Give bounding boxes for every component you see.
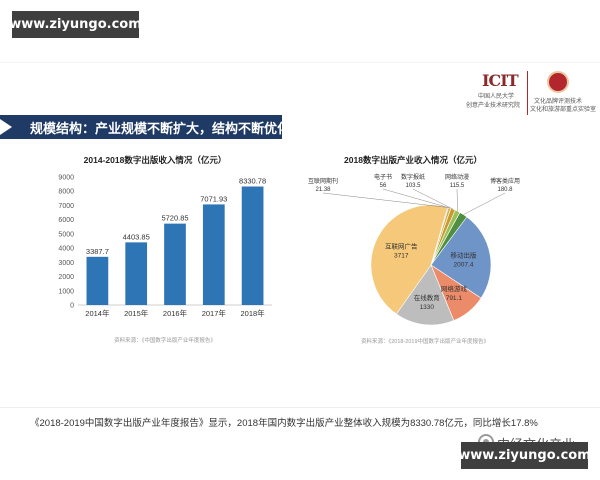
- watermark-top: www.ziyungo.com: [9, 11, 142, 38]
- pie-slice-value: 21.38: [315, 187, 331, 193]
- bar-category-label: 2015年: [124, 308, 149, 318]
- pie-slice-label: 移动出版: [451, 250, 478, 259]
- pie-leader-line: [463, 192, 506, 215]
- pie-chart-title: 2018数字出版产业收入情况（亿元）: [344, 155, 482, 165]
- pie-slice-label: 博客类应用: [490, 177, 520, 185]
- pie-slice-在线教育: [395, 264, 455, 326]
- title-arrow-shape: [0, 119, 12, 135]
- bar-value-label: 5720.85: [161, 214, 188, 223]
- bar-2018年: [241, 186, 264, 305]
- pie-leader-line: [382, 188, 450, 209]
- pie-slice-label: 互联网广告: [385, 242, 418, 251]
- slide-caption: 《2018-2019中国数字出版产业年度报告》显示，2018年国内数字出版产业整…: [30, 418, 538, 429]
- bar-category-label: 2017年: [202, 308, 227, 318]
- bar-2015年: [125, 242, 148, 305]
- presentation-slide: 规模结构：产业规模不断扩大，结构不断优化 ICIT 中国人民大学 创意产业技术研…: [0, 62, 600, 452]
- pie-slice-value: 180.8: [497, 187, 513, 193]
- bar-y-tick-label: 5000: [58, 231, 74, 238]
- slide-title-bar: [0, 115, 282, 139]
- bar-category-label: 2014年: [85, 308, 110, 318]
- pie-slice-移动出版: [430, 216, 492, 299]
- bar-category-label: 2018年: [241, 308, 266, 318]
- pie-slice-value: 1330: [420, 304, 435, 311]
- bar-value-label: 8330.78: [239, 177, 266, 186]
- pie-slice-value: 3717: [394, 253, 409, 260]
- pie-chart: 2018数字出版产业收入情况（亿元） 互联网广告 3717 在线教育 1330 网络游戏…: [308, 155, 520, 345]
- icit-logo-line2: 创意产业技术研究院: [466, 103, 521, 109]
- bar-2014年: [86, 256, 109, 305]
- bar-value-label: 3387.7: [86, 247, 109, 256]
- pie-slice-label: 网络动漫: [445, 173, 469, 181]
- pie-leader-line: [456, 188, 458, 212]
- slide-title: 规模结构：产业规模不断扩大，结构不断优化: [30, 121, 291, 136]
- lab-seal-icon: [547, 71, 569, 93]
- bar-value-label: 4403.85: [123, 232, 150, 241]
- bar-2017年: [202, 204, 225, 305]
- bar-chart: 2014-2018数字出版收入情况（亿元） 0 1000 2000 3000 4000 5…: [58, 155, 272, 344]
- pie-slice-value: 103.5: [405, 183, 421, 189]
- pie-leader-line: [412, 188, 454, 210]
- watermark-bottom: www.ziyungo.com: [458, 442, 591, 469]
- bar-category-label: 2016年: [163, 308, 188, 318]
- bar-chart-source: 资料来源：《中国数字出版产业年度报告》: [114, 336, 216, 344]
- icit-logo: ICIT: [482, 71, 519, 90]
- pie-leader-line: [322, 192, 449, 208]
- pie-slice-value: 56: [380, 183, 387, 189]
- logo-divider: [527, 71, 528, 115]
- bar-value-label: 7071.93: [200, 194, 227, 203]
- icit-logo-line1: 中国人民大学: [478, 94, 515, 100]
- bar-y-tick-label: 2000: [58, 274, 74, 281]
- lab-logo-line2: 文化和旅游部重点实验室: [530, 107, 597, 113]
- pie-slice-value: 791.1: [446, 295, 463, 302]
- bar-y-tick-label: 4000: [58, 246, 74, 253]
- pie-slice-label: 电子书: [374, 173, 392, 181]
- pie-slice-label: 在线教育: [414, 293, 441, 302]
- bar-y-tick-label: 6000: [58, 217, 74, 224]
- bar-chart-axis: 0 1000 2000 3000 4000 5000 6000 7000 8000 9000: [58, 175, 272, 310]
- bar-y-tick-label: 8000: [58, 189, 74, 196]
- pie-slice-博客类应用: [430, 212, 468, 266]
- bar-y-tick-label: 9000: [58, 175, 74, 182]
- pie-slice-label: 互联网期刊: [308, 177, 338, 185]
- bar-y-tick-label: 0: [70, 303, 74, 310]
- pie-chart-source: 资料来源：《2018-2019中国数字出版产业年度报告》: [361, 337, 489, 345]
- pie-slice-value: 115.5: [450, 183, 465, 189]
- pie-slice-value: 2007.4: [454, 261, 474, 268]
- bar-2016年: [164, 223, 186, 305]
- pie-slice-label: 数字报纸: [401, 173, 425, 181]
- bar-y-tick-label: 7000: [58, 203, 74, 210]
- pie-slice-label: 网络游戏: [441, 284, 468, 293]
- bar-y-tick-label: 1000: [58, 288, 74, 295]
- lab-logo-line1: 文化品牌评测技术: [534, 99, 583, 105]
- bar-y-tick-label: 3000: [58, 260, 74, 267]
- bar-chart-title: 2014-2018数字出版收入情况（亿元）: [84, 155, 227, 165]
